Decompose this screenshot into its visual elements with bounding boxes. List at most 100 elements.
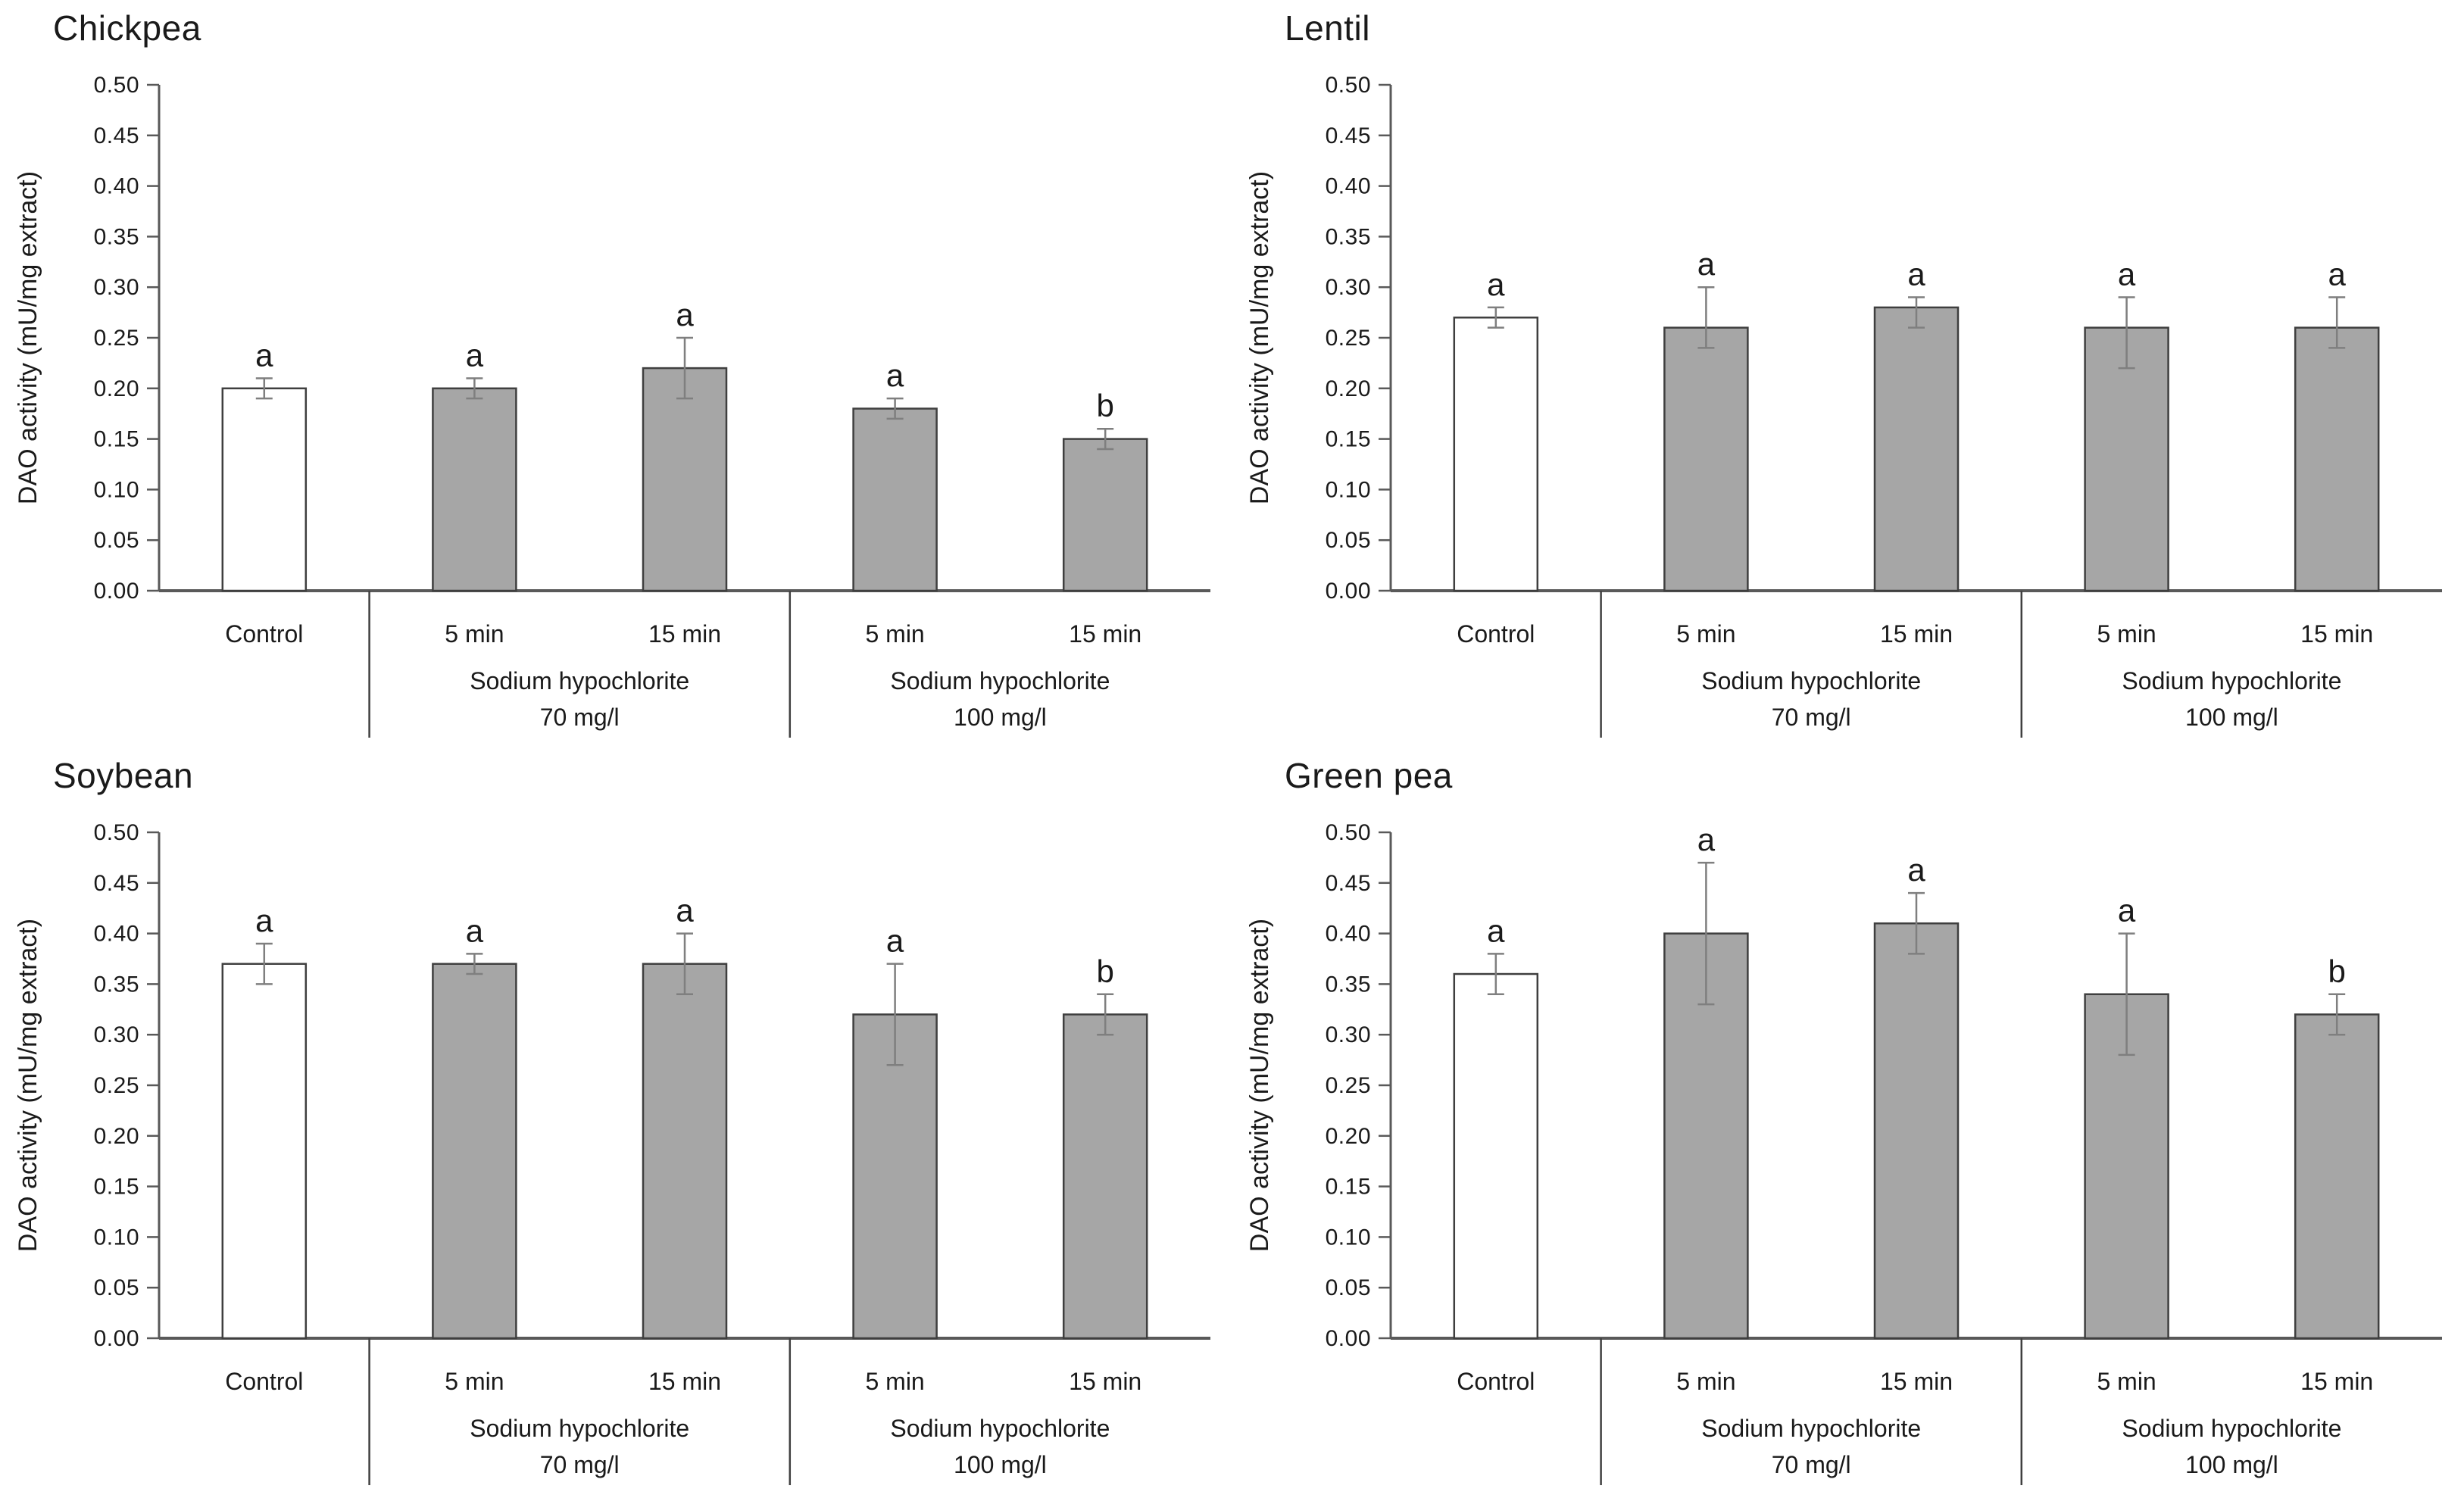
group-label-line1-2: Sodium hypochlorite [2122,667,2341,694]
error-bar-5 [2328,296,2346,349]
y-axis-label: DAO activity (mU/mg extract) [14,171,42,504]
sig-letter-5: b [1097,953,1114,989]
y-tick-label: 0.05 [1326,1275,1371,1300]
bar-1 [1453,317,1539,592]
error-bar-5 [2328,993,2346,1036]
error-bar-2 [466,953,483,975]
chart-title: Chickpea [53,8,201,48]
sig-letter-2: a [1697,822,1716,857]
y-tick-label: 0.30 [94,275,139,300]
y-tick-label: 0.15 [1326,427,1371,452]
y-tick-label: 0.00 [94,1326,139,1351]
group-label-line2-1: 70 mg/l [1772,1451,1851,1478]
y-tick-label: 0.30 [1326,275,1371,300]
y-tick-label: 0.45 [1326,871,1371,896]
y-axis-ticks: 0.00 0.05 0.10 0.15 0.20 0.25 0.30 0.35 0.40 0.45… [94,73,159,604]
bar-4 [852,407,938,592]
y-tick-label: 0.40 [1326,922,1371,947]
bar-4 [2084,993,2169,1340]
y-tick-label: 0.05 [1326,528,1371,553]
y-tick-label: 0.05 [94,1275,139,1300]
bar-4 [852,1013,938,1340]
bar-2 [432,963,517,1340]
y-tick-label: 0.30 [94,1022,139,1047]
y-tick-label: 0.00 [1326,579,1371,604]
error-bar-5 [1097,993,1114,1036]
sig-letter-4: a [886,923,904,959]
chart-panel-lentil: Lentil 0.00 0.05 0.10 0.15 0.20 0.25 0.30 0.35 0… [1232,0,2464,748]
y-tick-label: 0.30 [1326,1022,1371,1047]
bar-3 [1873,922,1960,1340]
category-label-2: 5 min [1676,620,1735,648]
y-tick-label: 0.25 [1326,1073,1371,1098]
bar-3 [642,963,728,1340]
category-label-1: Control [1457,620,1535,648]
error-bar-1 [255,942,273,985]
bar-5 [1062,1013,1148,1340]
y-tick-label: 0.10 [1326,1225,1371,1250]
sig-letter-5: a [2328,257,2347,292]
y-tick-label: 0.10 [1326,477,1371,502]
chart-title: Lentil [1285,8,1370,48]
category-label-5: 15 min [1069,1368,1141,1395]
error-bar-4 [2118,296,2135,370]
error-bar-1 [1487,306,1504,329]
error-bar-2 [466,377,483,400]
y-tick-label: 0.40 [94,922,139,947]
category-label-3: 15 min [648,620,721,648]
sig-letter-2: a [1697,246,1716,282]
group-label-line1-1: Sodium hypochlorite [1701,667,1921,694]
y-tick-label: 0.00 [94,579,139,604]
category-label-3: 15 min [648,1368,721,1395]
bar-chart-greenpea: 0.00 0.05 0.10 0.15 0.20 0.25 0.30 0.35 0.40 0.45… [1245,820,2442,1485]
y-tick-label: 0.35 [94,972,139,997]
bar-5 [2294,1013,2380,1340]
error-bar-2 [1697,286,1715,349]
error-bar-5 [1097,427,1114,451]
bar-3 [642,367,728,592]
bar-1 [221,387,308,592]
bar-chart-chickpea: 0.00 0.05 0.10 0.15 0.20 0.25 0.30 0.35 0.40 0.45… [14,73,1210,738]
error-bar-3 [676,336,693,400]
sig-letter-5: b [1097,388,1114,423]
y-tick-label: 0.45 [1326,123,1371,148]
chart-panel-chickpea: Chickpea 0.00 0.05 0.10 0.15 0.20 0.25 0.30 0.3… [0,0,1232,748]
category-label-1: Control [225,1368,303,1395]
group-label-line1-1: Sodium hypochlorite [470,1415,689,1442]
bar-2 [1663,326,1749,592]
y-axis-label: DAO activity (mU/mg extract) [1245,919,1274,1252]
bar-chart-soybean: 0.00 0.05 0.10 0.15 0.20 0.25 0.30 0.35 0.40 0.45… [14,820,1210,1485]
chart-title: Green pea [1285,756,1453,795]
chart-panel-greenpea: Green pea 0.00 0.05 0.10 0.15 0.20 0.25 0.30 0.… [1232,748,2464,1495]
y-tick-label: 0.50 [94,820,139,845]
category-label-5: 15 min [2300,620,2373,648]
y-axis-label: DAO activity (mU/mg extract) [1245,171,1274,504]
group-label-line2-1: 70 mg/l [540,1451,620,1478]
error-bar-3 [676,932,693,996]
group-label-line1-2: Sodium hypochlorite [890,667,1110,694]
sig-letter-3: a [1907,852,1925,888]
sig-letter-5: b [2328,953,2346,989]
y-tick-label: 0.45 [94,871,139,896]
category-label-5: 15 min [2300,1368,2373,1395]
bar-3 [1873,306,1960,592]
y-tick-label: 0.00 [1326,1326,1371,1351]
bar-2 [432,387,517,592]
bar-1 [221,963,308,1340]
error-bar-1 [255,377,273,400]
bar-chart-lentil: 0.00 0.05 0.10 0.15 0.20 0.25 0.30 0.35 0.40 0.45… [1245,73,2442,738]
category-label-4: 5 min [2097,620,2156,648]
bar-4 [2084,326,2169,592]
group-label-line2-1: 70 mg/l [1772,704,1851,731]
category-label-3: 15 min [1880,620,1953,648]
category-label-1: Control [225,620,303,648]
y-tick-label: 0.20 [1326,376,1371,401]
group-label-line2-1: 70 mg/l [540,704,620,731]
sig-letter-3: a [676,893,694,929]
error-bar-4 [2118,932,2135,1056]
group-label-line1-2: Sodium hypochlorite [2122,1415,2341,1442]
y-axis-ticks: 0.00 0.05 0.10 0.15 0.20 0.25 0.30 0.35 0.40 0.45… [1326,73,1391,604]
error-bar-2 [1697,861,1715,1006]
category-label-5: 15 min [1069,620,1141,648]
sig-letter-4: a [2118,893,2136,929]
